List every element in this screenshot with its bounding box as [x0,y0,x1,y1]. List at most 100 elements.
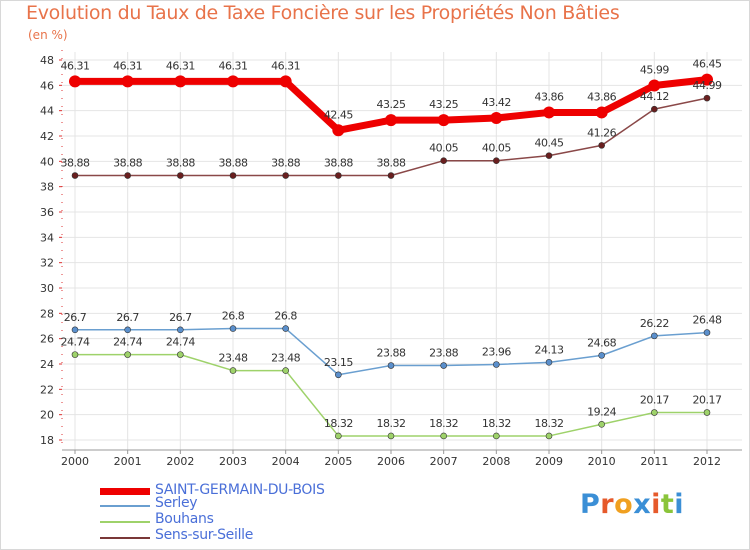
data-label: 23.88 [377,347,406,360]
data-point [71,172,79,179]
data-point [229,172,237,179]
data-label: 45.99 [640,63,669,76]
data-label: 40.45 [535,137,564,150]
data-point [598,352,605,359]
data-point [177,351,184,358]
y-tick-label: 22 [40,383,54,396]
data-label: 43.86 [535,90,564,103]
x-tick-label: 2004 [272,455,300,468]
data-label: 38.88 [377,157,406,170]
data-label: 18.32 [482,417,511,430]
data-label: 26.7 [169,311,192,324]
data-point [648,79,661,92]
data-label: 23.96 [482,346,511,359]
data-label: 18.32 [535,417,564,430]
y-tick-label: 18 [40,434,54,447]
data-point [282,367,289,374]
logo-letter: t [660,489,675,520]
data-label: 19.24 [587,405,616,418]
data-label: 24.68 [587,336,616,349]
data-point [387,432,395,440]
data-label: 40.05 [482,142,511,155]
data-label: 24.74 [113,336,142,349]
x-tick-label: 2002 [166,455,194,468]
y-tick-label: 40 [40,155,54,168]
y-tick-label: 42 [40,130,54,143]
data-label: 40.05 [429,142,458,155]
y-tick-label: 34 [40,231,54,244]
data-label: 26.8 [274,310,297,323]
data-point [124,351,131,358]
data-label: 46.31 [219,59,248,72]
data-label: 38.88 [113,157,142,170]
data-label: 43.86 [587,90,616,103]
y-tick-label: 44 [40,105,54,118]
legend-label: Sens-sur-Seille [155,527,254,543]
axis-layer: 18 20 22 24 26 28 30 32 34 36 38 40 42 44 46 48 2000 2001… [40,50,742,468]
data-label-layer: 46.31 46.31 46.31 46.31 46.31 42.45 43.25 43.25… [61,58,723,430]
data-point [490,112,503,125]
data-point [332,124,345,137]
data-point [174,75,187,88]
legend-label: Bouhans [155,511,214,527]
data-label: 23.15 [324,356,353,369]
data-label: 26.8 [222,310,245,323]
chart-title: Evolution du Taux de Taxe Foncière sur l… [26,2,620,24]
data-point [701,73,713,86]
x-tick-label: 2012 [693,455,721,468]
data-label: 44.12 [640,90,669,103]
data-label: 26.48 [693,314,722,327]
data-point [335,432,342,440]
data-point [598,420,605,428]
x-tick-label: 2001 [114,455,142,468]
y-tick-label: 46 [40,79,54,92]
logo-letter: i [651,489,661,520]
data-point [543,106,555,119]
data-label: 18.32 [324,417,353,430]
data-point [545,432,553,440]
data-label: 46.31 [113,59,142,72]
data-point [71,351,79,358]
x-tick-label: 2009 [535,455,563,468]
data-point [703,94,711,102]
data-label: 26.7 [116,311,139,324]
data-point [595,106,608,119]
legend-swatch [100,488,150,495]
data-label: 18.32 [429,417,458,430]
data-point [493,432,500,440]
data-point [279,75,292,88]
data-label: 20.17 [693,394,722,407]
unit-label: (en %) [28,28,68,42]
legend-label: Serley [155,495,198,511]
data-point [124,326,131,334]
data-label: 46.31 [271,59,300,72]
y-tick-label: 20 [40,409,54,422]
series-layer [69,73,713,440]
data-label: 41.26 [587,126,616,139]
data-label: 26.22 [640,317,669,330]
data-label: 43.25 [429,98,458,111]
data-point [69,75,81,88]
x-tick-label: 2007 [430,455,458,468]
data-label: 24.74 [61,336,90,349]
data-label: 46.45 [693,58,722,71]
data-point [545,359,553,366]
legend-swatch [100,505,150,507]
data-point [651,105,658,113]
data-point [177,172,184,179]
data-point [282,172,289,179]
data-label: 42.45 [324,108,353,121]
x-tick-label: 2010 [588,455,616,468]
data-label: 38.88 [324,157,353,170]
logo-letter: P [580,489,601,520]
data-label: 18.32 [377,417,406,430]
data-label: 38.88 [61,157,90,170]
x-tick-label: 2006 [377,455,405,468]
y-tick-label: 36 [40,206,54,219]
x-tick-label: 2000 [61,455,89,468]
data-point [440,432,447,440]
x-tick-label: 2011 [640,455,668,468]
data-point [440,362,447,369]
data-point [545,152,553,159]
